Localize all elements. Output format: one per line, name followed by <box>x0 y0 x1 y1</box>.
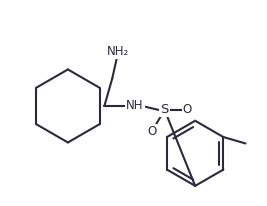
Text: O: O <box>183 103 192 116</box>
Text: O: O <box>147 125 156 138</box>
Text: NH: NH <box>126 99 144 112</box>
Text: NH₂: NH₂ <box>107 45 129 58</box>
Text: S: S <box>160 103 169 116</box>
